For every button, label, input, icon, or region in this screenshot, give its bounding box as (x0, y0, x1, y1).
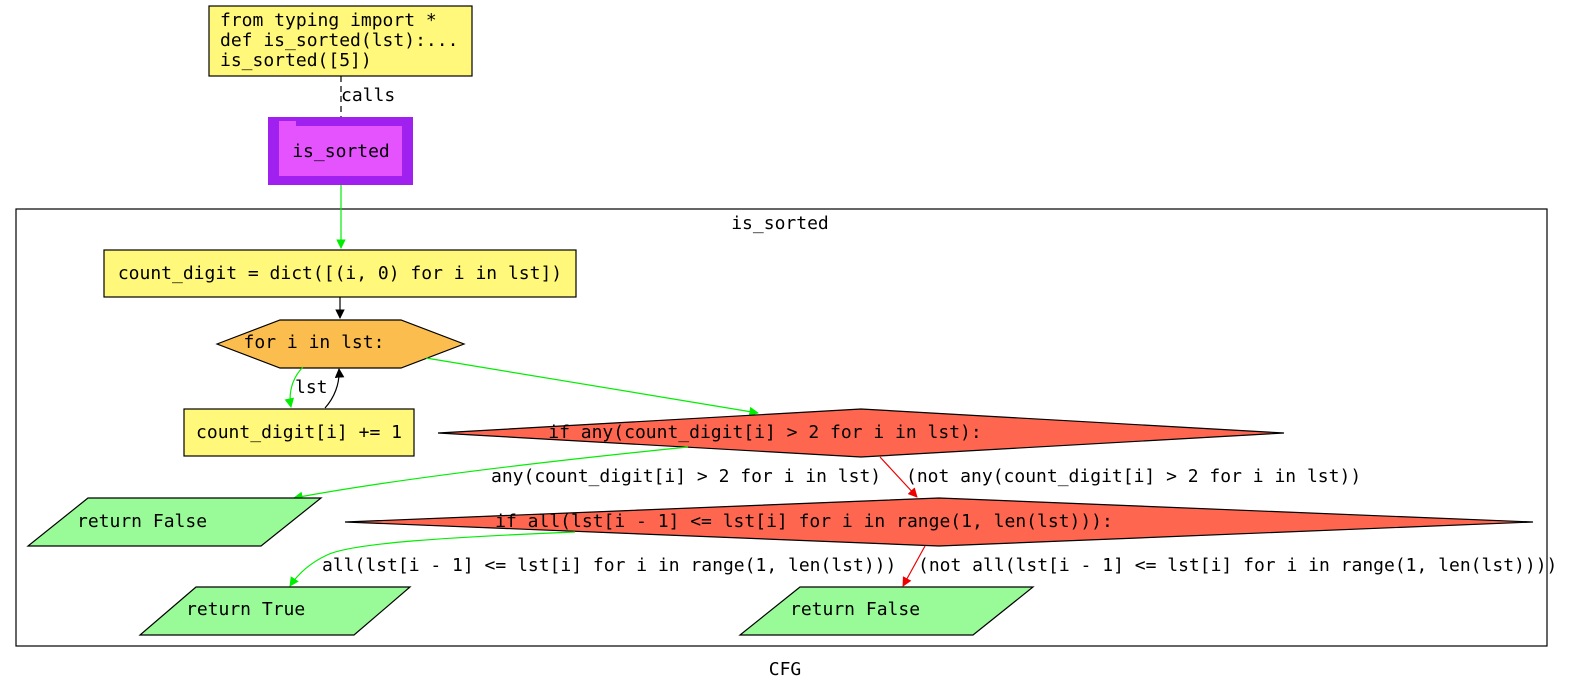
call-label: is_sorted (292, 141, 390, 162)
edge-cond2-false (902, 545, 926, 587)
edge-loop-body-label: lst (295, 377, 328, 398)
cond2-label: if all(lst[i - 1] <= lst[i] for i in ran… (495, 511, 1113, 532)
edge-calls-label: calls (341, 85, 395, 106)
return-false-2-label: return False (790, 599, 920, 620)
increment-node: count_digit[i] += 1 (183, 408, 415, 457)
edge-cond1-false-label: (not any(count_digit[i] > 2 for i in lst… (906, 466, 1361, 487)
edge-cond2-true-label: all(lst[i - 1] <= lst[i] for i in range(… (322, 555, 896, 576)
return-false-node-2: return False (738, 586, 1035, 636)
entry-line-2: def is_sorted(lst):... (220, 30, 458, 51)
edge-cond1-true-label: any(count_digit[i] > 2 for i in lst) (491, 466, 881, 487)
cluster-box (15, 208, 1548, 647)
edge-cond1-true (293, 446, 689, 502)
edge-cond2-false-label: (not all(lst[i - 1] <= lst[i] for i in r… (918, 555, 1557, 576)
cond1-label: if any(count_digit[i] > 2 for i in lst): (548, 422, 981, 443)
init-node: count_digit = dict([(i, 0) for i in lst]… (103, 249, 577, 298)
entry-line-1: from typing import * (220, 10, 437, 31)
increment-label: count_digit[i] += 1 (196, 422, 402, 443)
init-label: count_digit = dict([(i, 0) for i in lst]… (118, 263, 562, 284)
return-false-1-label: return False (77, 511, 207, 532)
loop-node: for i in lst: (215, 319, 466, 369)
return-true-node: return True (138, 586, 412, 636)
return-false-node-1: return False (26, 497, 323, 547)
edge-loop-body (284, 366, 304, 408)
cond1-node: if any(count_digit[i] > 2 for i in lst): (437, 408, 1285, 458)
diagram-caption: CFG (769, 659, 802, 680)
entry-node: from typing import * def is_sorted(lst):… (208, 5, 473, 77)
cluster-label: is_sorted (731, 213, 829, 234)
edge-loop-back (324, 368, 345, 409)
loop-label: for i in lst: (244, 332, 385, 353)
edge-cond1-false (879, 456, 918, 498)
entry-line-3: is_sorted([5]) (220, 50, 372, 71)
cond2-node: if all(lst[i - 1] <= lst[i] for i in ran… (344, 497, 1534, 547)
edge-cond2-true (289, 531, 576, 587)
return-true-label: return True (186, 599, 305, 620)
call-node: is_sorted (268, 117, 413, 185)
edge-loop-exit (425, 357, 759, 417)
